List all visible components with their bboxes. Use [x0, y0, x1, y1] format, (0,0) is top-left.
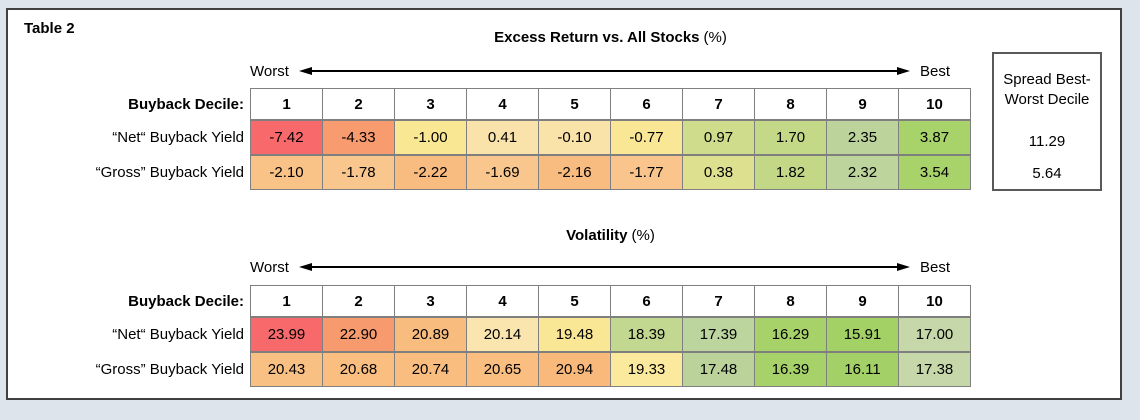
heatmap-cell: 16.39 [755, 353, 826, 386]
decile-header-cell: 9 [827, 286, 898, 316]
heatmap-cell: 3.87 [899, 121, 970, 154]
heatmap-cell: 1.82 [755, 156, 826, 189]
heatmap-cell: 2.32 [827, 156, 898, 189]
decile-header-cell: 9 [827, 89, 898, 119]
row-label-gross: “Gross” Buyback Yield [95, 361, 244, 378]
heatmap-cell: -1.69 [467, 156, 538, 189]
heatmap-cell: 16.29 [755, 318, 826, 351]
heatmap-cell: -0.77 [611, 121, 682, 154]
arrowhead-left-icon [298, 67, 312, 75]
decile-header-cell: 10 [899, 89, 970, 119]
decile-header-cell: 10 [899, 286, 970, 316]
decile-header-cell: 5 [539, 89, 610, 119]
arrowhead-right-icon [896, 263, 910, 271]
heatmap-cell: 0.38 [683, 156, 754, 189]
decile-header-row: 1 2 3 4 5 6 7 8 9 10 [250, 88, 971, 120]
worst-label: Worst [250, 258, 289, 276]
heatmap-cell: 20.74 [395, 353, 466, 386]
heatmap-cell: -4.33 [323, 121, 394, 154]
double-arrow-icon [298, 67, 910, 75]
decile-header-cell: 3 [395, 286, 466, 316]
heatmap-cell: 20.65 [467, 353, 538, 386]
decile-header-cell: 6 [611, 89, 682, 119]
gross-buyback-yield-row: -2.10 -1.78 -2.22 -1.69 -2.16 -1.77 0.38 1.82 2.… [250, 155, 971, 190]
decile-header-cell: 7 [683, 286, 754, 316]
decile-header-cell: 5 [539, 286, 610, 316]
panel-title-excess-return: Excess Return vs. All Stocks (%) [250, 29, 971, 46]
row-label-net: “Net“ Buyback Yield [112, 129, 244, 146]
heatmap-cell: 3.54 [899, 156, 970, 189]
best-label: Best [919, 258, 950, 276]
decile-header-cell: 1 [251, 286, 322, 316]
spread-net-value: 11.29 [1028, 132, 1066, 150]
row-label-net: “Net“ Buyback Yield [112, 326, 244, 343]
panel-title-suffix: (%) [703, 29, 727, 46]
decile-header-cell: 2 [323, 286, 394, 316]
decile-header-label: Buyback Decile: [128, 95, 244, 113]
decile-header-row: 1 2 3 4 5 6 7 8 9 10 [250, 285, 971, 317]
heatmap-cell: 17.38 [899, 353, 970, 386]
double-arrow-icon [298, 263, 910, 271]
net-buyback-yield-row: 23.99 22.90 20.89 20.14 19.48 18.39 17.39 16.29… [250, 317, 971, 352]
best-label: Best [919, 62, 950, 80]
heatmap-cell: 17.00 [899, 318, 970, 351]
heatmap-cell: -2.16 [539, 156, 610, 189]
panel-title-volatility: Volatility (%) [250, 227, 971, 244]
spread-header: Spread Best-Worst Decile [1003, 70, 1091, 108]
heatmap-cell: 18.39 [611, 318, 682, 351]
row-label-gross: “Gross” Buyback Yield [95, 164, 244, 181]
decile-header-cell: 7 [683, 89, 754, 119]
heatmap-cell: 2.35 [827, 121, 898, 154]
panel-title-bold: Excess Return vs. All Stocks [494, 29, 700, 46]
spread-best-worst-box: Spread Best-Worst Decile 11.29 5.64 [992, 52, 1102, 191]
panel-title-suffix: (%) [631, 227, 655, 244]
gross-buyback-yield-row: 20.43 20.68 20.74 20.65 20.94 19.33 17.48 16.39… [250, 352, 971, 387]
heatmap-cell: 19.33 [611, 353, 682, 386]
heatmap-cell: 1.70 [755, 121, 826, 154]
heatmap-cell: 16.11 [827, 353, 898, 386]
panel-title-bold: Volatility [566, 227, 628, 244]
worst-best-axis: Worst Best [250, 257, 950, 277]
net-buyback-yield-row: -7.42 -4.33 -1.00 0.41 -0.10 -0.77 0.97 1.70 2.3… [250, 120, 971, 155]
arrowhead-left-icon [298, 263, 312, 271]
heatmap-cell: -2.22 [395, 156, 466, 189]
decile-header-label: Buyback Decile: [128, 292, 244, 310]
figure-label: Table 2 [24, 20, 75, 37]
heatmap-cell: -7.42 [251, 121, 322, 154]
decile-header-cell: 4 [467, 89, 538, 119]
heatmap-cell: 20.94 [539, 353, 610, 386]
heatmap-cell: -1.00 [395, 121, 466, 154]
heatmap-cell: 22.90 [323, 318, 394, 351]
arrowhead-right-icon [896, 67, 910, 75]
heatmap-cell: 23.99 [251, 318, 322, 351]
heatmap-cell: -0.10 [539, 121, 610, 154]
heatmap-cell: 0.97 [683, 121, 754, 154]
decile-header-cell: 1 [251, 89, 322, 119]
arrow-line [311, 70, 897, 72]
heatmap-cell: 17.48 [683, 353, 754, 386]
heatmap-cell: 17.39 [683, 318, 754, 351]
decile-header-cell: 6 [611, 286, 682, 316]
spread-gross-value: 5.64 [1032, 165, 1062, 182]
heatmap-cell: 19.48 [539, 318, 610, 351]
decile-header-cell: 3 [395, 89, 466, 119]
worst-best-axis: Worst Best [250, 61, 950, 81]
heatmap-cell: 15.91 [827, 318, 898, 351]
decile-header-cell: 8 [755, 89, 826, 119]
heatmap-cell: -1.78 [323, 156, 394, 189]
arrow-line [311, 266, 897, 268]
decile-header-cell: 8 [755, 286, 826, 316]
decile-header-cell: 4 [467, 286, 538, 316]
heatmap-cell: 20.14 [467, 318, 538, 351]
worst-label: Worst [250, 62, 289, 80]
heatmap-cell: 20.43 [251, 353, 322, 386]
heatmap-cell: 0.41 [467, 121, 538, 154]
heatmap-cell: 20.68 [323, 353, 394, 386]
heatmap-cell: -2.10 [251, 156, 322, 189]
heatmap-cell: -1.77 [611, 156, 682, 189]
heatmap-cell: 20.89 [395, 318, 466, 351]
decile-header-cell: 2 [323, 89, 394, 119]
